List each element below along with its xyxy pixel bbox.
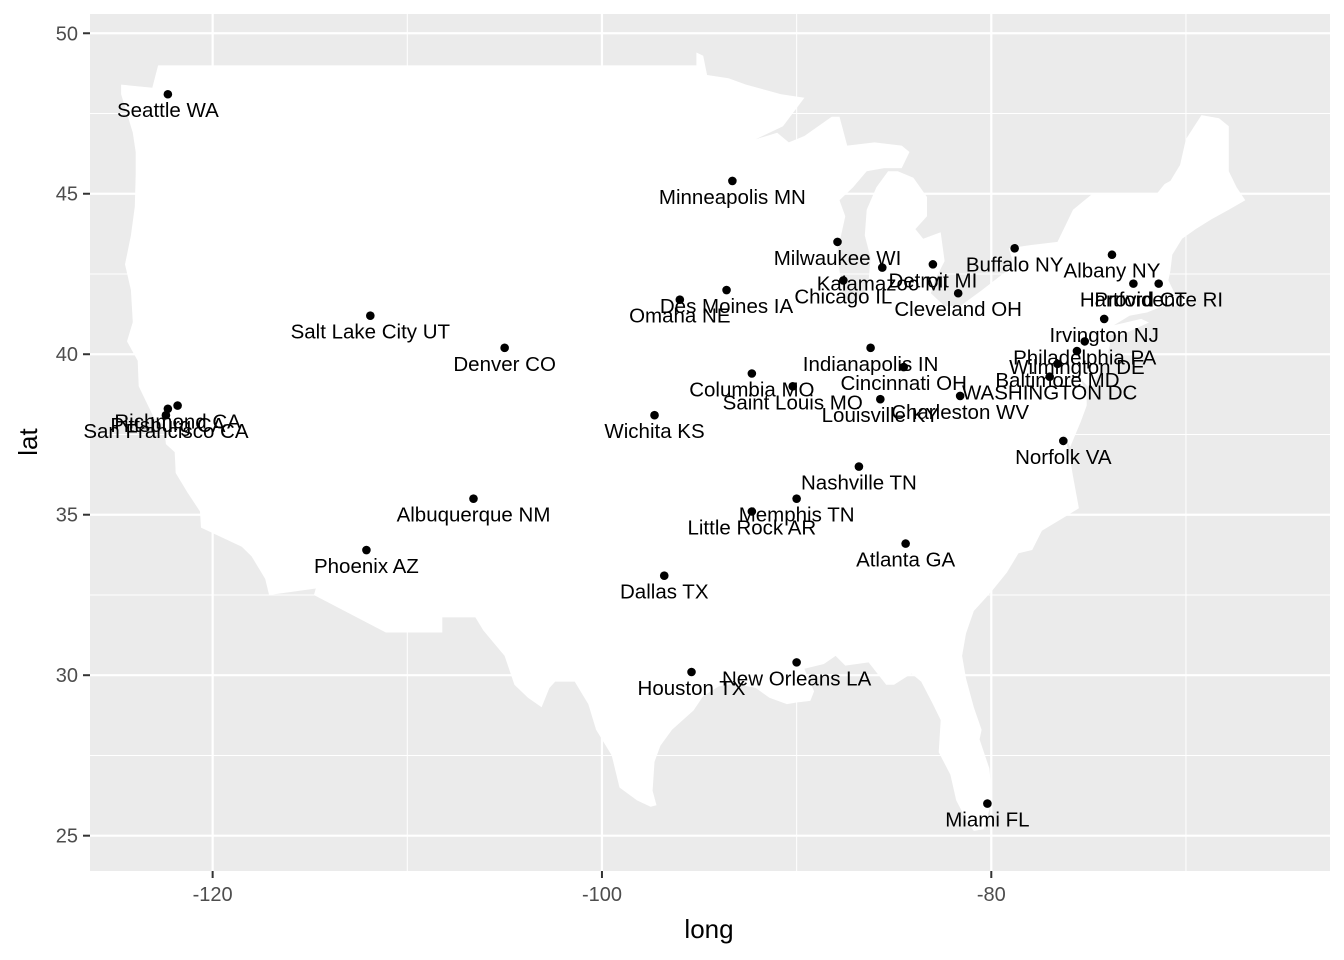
city-label: Charleston WV — [891, 401, 1029, 424]
city-point — [899, 362, 908, 372]
city-point — [1045, 372, 1054, 382]
x-axis-ticks: -120 -100 -80 — [193, 871, 1006, 906]
y-tick-label: 50 — [56, 23, 78, 45]
city-point — [1080, 337, 1090, 346]
city-label: Denver CO — [453, 353, 556, 376]
city-point — [928, 260, 938, 269]
city-point — [675, 295, 685, 304]
city-point — [362, 545, 371, 555]
city-point — [877, 263, 887, 272]
city-label: Wilmington DE — [1009, 356, 1145, 379]
city-point — [1010, 244, 1019, 253]
city-point — [161, 410, 171, 420]
city-label: Cincinnati OH — [840, 372, 966, 395]
city-label: Baltimore MD — [995, 369, 1119, 392]
city-point — [1099, 314, 1109, 324]
city-label: Atlanta GA — [856, 549, 955, 572]
city-point — [792, 658, 801, 667]
city-point — [366, 311, 375, 321]
city-point — [173, 401, 182, 410]
city-point — [854, 462, 864, 471]
city-point — [163, 89, 173, 99]
y-tick-label: 45 — [56, 184, 78, 206]
city-point — [659, 571, 669, 581]
us-basemap — [121, 52, 1246, 831]
city-label: Chicago IL — [794, 285, 892, 308]
city-point — [901, 539, 910, 548]
city-point — [1129, 279, 1138, 288]
city-label: Milwaukee WI — [774, 247, 902, 270]
city-label: Dallas TX — [620, 581, 709, 604]
city-label: Memphis TN — [739, 504, 855, 527]
city-label: New Orleans LA — [722, 667, 872, 690]
city-label: Salt Lake City UT — [291, 321, 451, 344]
city-label: Nashville TN — [801, 472, 917, 495]
y-tick-label: 35 — [56, 505, 78, 527]
city-point — [876, 394, 885, 404]
city-point — [866, 343, 875, 353]
city-point — [687, 667, 696, 677]
y-tick-label: 40 — [56, 344, 78, 366]
city-points — [161, 89, 1163, 808]
city-point — [747, 507, 757, 516]
y-axis-title: lat — [13, 427, 43, 455]
x-tick-label: -80 — [977, 884, 1006, 906]
city-label: Providence RI — [1094, 289, 1223, 312]
city-label: Philadelphia PA — [1013, 346, 1157, 369]
city-label: San Francisco CA — [83, 420, 249, 443]
city-point — [1154, 279, 1163, 288]
city-point — [1107, 250, 1117, 260]
city-point — [983, 799, 992, 808]
city-point — [722, 285, 731, 295]
city-label: Omaha NE — [629, 305, 730, 328]
city-label: Irvington NJ — [1049, 324, 1158, 347]
y-tick-label: 25 — [56, 826, 78, 848]
city-label: Miami FL — [945, 809, 1029, 832]
city-point — [1072, 346, 1082, 356]
city-label: Cleveland OH — [894, 298, 1022, 321]
city-label: Norfolk VA — [1015, 446, 1112, 469]
city-label: Wichita KS — [604, 420, 704, 443]
city-label: Phoenix AZ — [314, 555, 419, 578]
city-point — [792, 494, 801, 503]
city-label: Kalamazoo MI — [817, 273, 948, 296]
major-gridlines — [90, 14, 1330, 871]
city-label: Seattle WA — [117, 99, 219, 122]
city-point — [1053, 359, 1062, 369]
city-point — [650, 410, 659, 420]
city-label: Indianapolis IN — [803, 353, 939, 376]
city-label: Houston TX — [638, 677, 746, 700]
city-point — [955, 391, 965, 401]
city-point — [788, 382, 798, 391]
city-label: Buffalo NY — [966, 253, 1064, 276]
city-point — [469, 494, 478, 503]
city-point — [833, 237, 842, 247]
city-point — [500, 343, 509, 353]
x-axis-title: long — [684, 914, 733, 944]
city-label: Minneapolis MN — [659, 186, 806, 209]
x-tick-label: -100 — [582, 884, 622, 906]
city-label: Columbia MO — [689, 378, 814, 401]
city-point — [747, 369, 757, 378]
city-label: Pittsburg CA — [110, 414, 225, 437]
city-label: Albany NY — [1064, 260, 1161, 283]
city-point — [953, 288, 963, 298]
city-label: Little Rock AR — [687, 517, 816, 540]
city-label: Des Moines IA — [660, 295, 794, 318]
city-label: Richmond CA — [114, 411, 241, 434]
x-tick-label: -120 — [193, 884, 233, 906]
city-point — [1059, 436, 1068, 446]
city-point — [839, 276, 848, 285]
city-label: Louisville KY — [822, 404, 940, 427]
y-axis-ticks: 25 30 35 40 45 50 — [56, 23, 90, 848]
city-label: Albuquerque NM — [397, 504, 551, 527]
city-label: WASHINGTON DC — [962, 382, 1138, 405]
city-label: Saint Louis MO — [723, 391, 863, 414]
city-label: Hartford CT — [1080, 289, 1188, 312]
city-label: Detroit MI — [888, 269, 977, 292]
city-point — [728, 176, 737, 186]
y-tick-label: 30 — [56, 665, 78, 687]
city-labels: Seattle WA Minneapolis MN Milwaukee WI Buff… — [83, 99, 1223, 831]
